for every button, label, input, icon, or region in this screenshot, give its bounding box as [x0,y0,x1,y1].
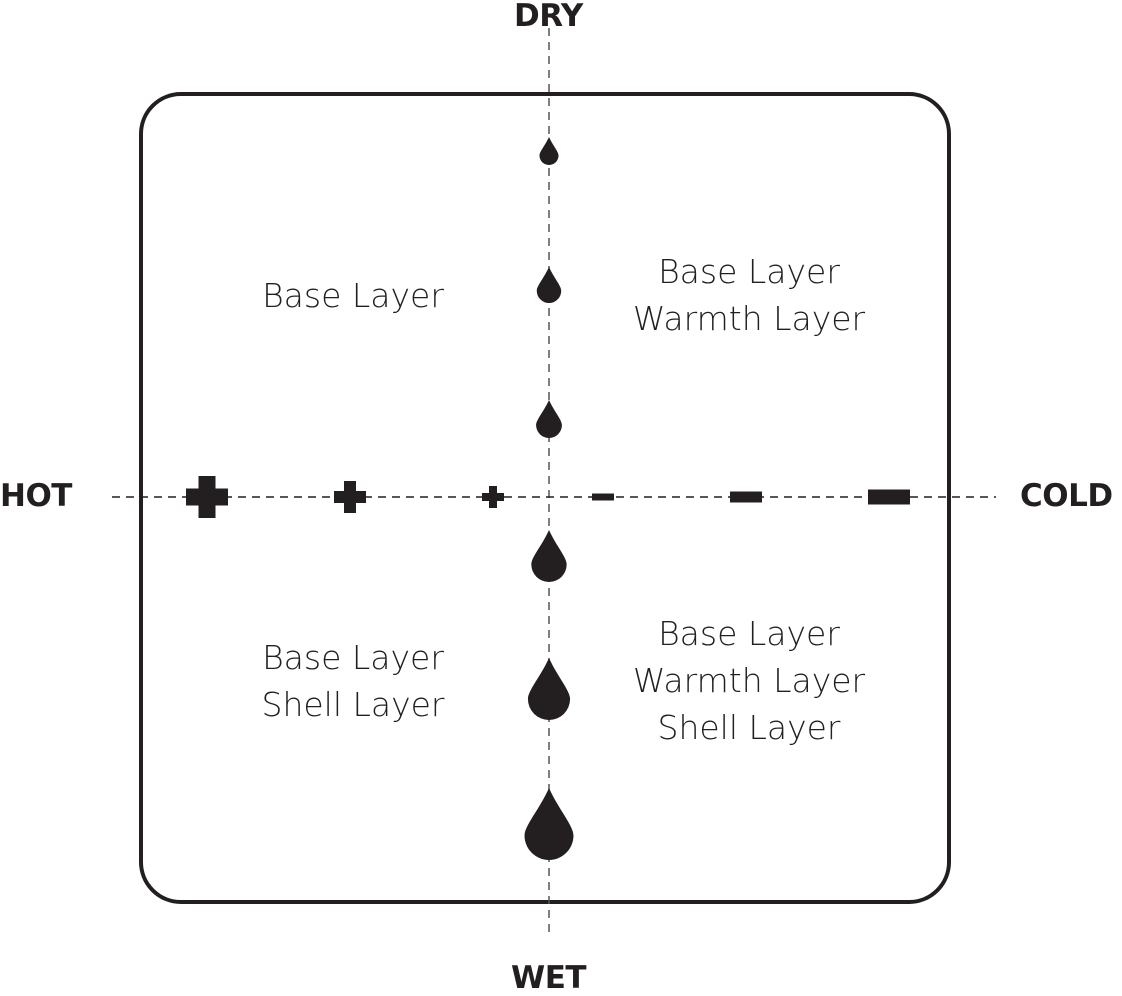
frame [139,92,951,904]
layer-label: Shell Layer [261,685,445,724]
minus-icon [868,489,910,505]
axis-label-dry: DRY [514,0,583,34]
drop-icon [524,788,574,860]
drop-icon [531,530,567,582]
drop-icon [527,658,571,720]
minus-icon [592,493,614,501]
axis-label-hot: HOT [0,478,72,514]
axis-label-cold: COLD [1020,478,1113,514]
layer-label: Base Layer [262,638,444,677]
minus-icon [730,491,762,503]
quadrant-hot-dry: Base Layer [183,272,523,319]
plus-icon [482,486,504,508]
layer-label: Warmth Layer [632,299,866,338]
layer-label: Base Layer [658,614,840,653]
drop-icon [536,267,562,304]
layer-label: Shell Layer [657,708,841,747]
quadrant-cold-wet: Base Layer Warmth Layer Shell Layer [579,610,919,751]
layer-label: Base Layer [262,276,444,315]
layer-label: Warmth Layer [632,661,866,700]
axis-label-wet: WET [511,960,587,996]
quadrant-hot-wet: Base Layer Shell Layer [183,634,523,728]
drop-icon [536,400,562,438]
plus-icon [186,476,228,518]
plus-icon [334,481,366,513]
drop-icon [539,137,559,166]
layer-label: Base Layer [658,252,840,291]
quadrant-cold-dry: Base Layer Warmth Layer [579,248,919,342]
